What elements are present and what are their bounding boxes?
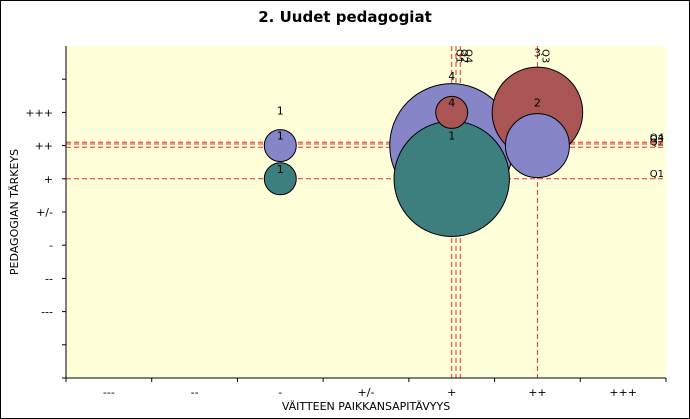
h-ref-label-q1: Q1 [650,169,664,180]
y-tick-label: - [49,239,53,252]
x-axis-label: VÄITTEEN PAIKKANSAPITÄVYYS [282,400,450,413]
x-tick-label: +/- [358,386,375,399]
v-ref-label-q4: Q4 [462,49,473,63]
y-axis-label: PEDAGOGIAN TÄRKEYS [8,149,21,275]
bubble-q2 [263,129,297,163]
point-labels: 1 2 1 1 4 1 4 3 [277,47,541,176]
chart-title: 2. Uudet pedagogiat [258,8,432,26]
v-ref-label-q1: Q1 [454,49,465,63]
v-ref-label-q2: Q2 [458,49,469,63]
h-ref-label-q2: Q2 [650,137,664,148]
y-ticks: ------+/-++++++ [25,78,66,379]
bubble-q2 [504,113,570,179]
y-tick-label: + [44,173,53,186]
bubble-q1 [263,162,297,196]
y-tick-label: +/- [36,206,53,219]
annotation-label: 4 [448,70,455,83]
bubble-value-label: 2 [534,96,541,109]
x-tick-label: ++ [528,386,546,399]
x-ticks: --- -- - +/- + ++ +++ [65,378,667,399]
annotation-label: 1 [277,105,284,118]
x-tick-label: --- [103,386,115,399]
annotation-label: 3 [534,47,541,60]
bubble-value-label: 1 [277,163,284,176]
x-tick-label: + [447,386,456,399]
bubbles [263,66,584,237]
bubble-value-label: 4 [448,96,455,109]
y-tick-label: ++ [35,140,53,153]
bubble-q4 [435,95,469,129]
v-ref-label-q3: Q3 [539,49,550,63]
x-tick-label: -- [191,386,199,399]
x-tick-label: - [278,386,282,399]
bubble-value-label: 1 [277,130,284,143]
h-ref-label-q4: Q4 [650,132,664,143]
y-tick-label: -- [45,272,53,285]
h-ref-label-q3: Q3 [650,134,664,145]
bubble-value-label: 1 [448,130,455,143]
x-tick-label: +++ [609,386,637,399]
y-tick-label: +++ [25,106,53,119]
y-tick-label: --- [41,306,53,319]
